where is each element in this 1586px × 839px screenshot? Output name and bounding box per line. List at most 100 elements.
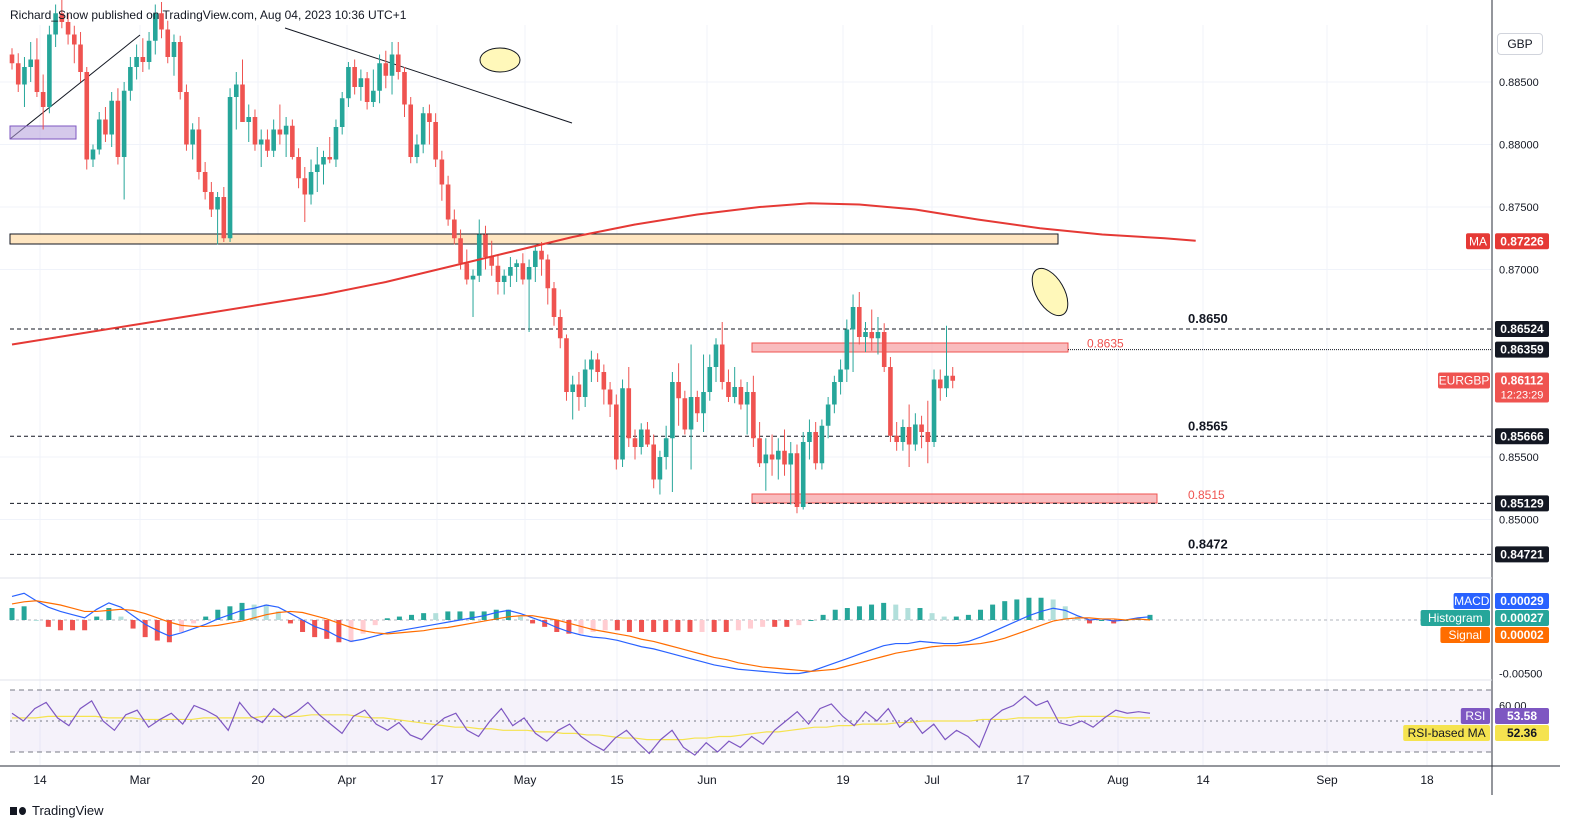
candle-body — [408, 104, 414, 157]
candle-body — [495, 265, 501, 282]
candle-body — [78, 44, 83, 72]
macd-histogram-bar — [1038, 597, 1044, 620]
candle-body — [445, 184, 451, 220]
price-tag-value: 0.86112 — [1501, 374, 1544, 388]
candle-body — [103, 119, 108, 135]
macd-histogram-bar — [118, 616, 124, 620]
candle-body — [719, 344, 725, 382]
candle-body — [283, 125, 289, 135]
macd-histogram-bar — [626, 620, 632, 632]
candle-body — [90, 149, 96, 160]
macd-histogram-bar — [990, 604, 996, 620]
macd-histogram-bar — [747, 620, 753, 629]
candle-body — [539, 250, 544, 260]
candle-body — [452, 219, 457, 239]
macd-histogram-bar — [663, 620, 669, 632]
candle-body — [209, 192, 214, 210]
rsi-legend-name-box — [1403, 725, 1490, 741]
price-tag-countdown: 12:23:29 — [1501, 390, 1544, 402]
resistance-zone — [9, 233, 1059, 245]
x-tick-label: 15 — [610, 773, 624, 787]
candle-body — [277, 129, 283, 135]
candle-body — [314, 164, 320, 172]
x-tick-label: Sep — [1316, 773, 1338, 787]
x-tick-label: Jul — [924, 773, 939, 787]
candle-body — [570, 384, 575, 392]
macd-histogram-bar — [82, 620, 88, 631]
candle-body — [146, 40, 152, 62]
candle-body — [227, 97, 233, 239]
candle-body — [763, 454, 769, 464]
macd-histogram-bar — [881, 602, 887, 620]
price-tag — [1495, 428, 1549, 445]
candle-body — [589, 359, 594, 370]
candle-body — [769, 454, 775, 460]
macd-histogram-bar — [9, 608, 15, 620]
candle-body — [15, 63, 21, 85]
macd-histogram-bar — [832, 609, 838, 620]
macd-line — [11, 592, 1151, 675]
macd-histogram-bar — [300, 620, 306, 632]
candle-body — [738, 387, 744, 405]
currency-button[interactable]: GBP — [1497, 33, 1543, 55]
candle-body — [813, 432, 818, 464]
macd-histogram-bar — [517, 616, 523, 620]
macd-histogram-bar — [166, 620, 172, 643]
candle-body — [757, 438, 762, 464]
candle-body — [657, 457, 663, 480]
candle-body — [676, 382, 681, 399]
macd-histogram-bar — [554, 620, 560, 632]
macd-legend-name: Histogram — [1428, 611, 1483, 625]
macd-histogram-bar — [70, 620, 76, 631]
candle-body — [470, 275, 476, 280]
candle-body — [128, 67, 133, 91]
candle-body — [165, 29, 171, 57]
candle-body — [271, 129, 276, 151]
candle-body — [688, 397, 694, 430]
macd-histogram-bar — [1050, 599, 1056, 620]
price-tag — [1495, 233, 1549, 250]
macd-histogram-bar — [239, 602, 245, 620]
candle-body — [184, 92, 189, 145]
candle-body — [414, 144, 420, 157]
publisher-header: Richard_Snow published on TradingView.co… — [10, 8, 407, 22]
candle-body — [807, 432, 812, 442]
macd-histogram-bar — [94, 616, 100, 620]
x-tick-label: 14 — [1196, 773, 1210, 787]
candle-body — [919, 424, 924, 432]
candle-body — [856, 307, 862, 337]
macd-legend-name-box — [1453, 593, 1490, 609]
trendline — [9, 34, 141, 140]
rsi-legend-name: RSI — [1465, 709, 1485, 723]
candle-body — [159, 13, 164, 30]
macd-histogram-bar — [21, 606, 27, 620]
candle-body — [913, 424, 918, 445]
candle-body — [944, 375, 949, 389]
macd-legend-value-box — [1495, 627, 1549, 643]
candle-body — [476, 234, 482, 276]
candle-body — [59, 13, 65, 22]
level-label: 0.8565 — [1188, 418, 1228, 433]
candle-body — [258, 139, 264, 145]
macd-histogram-bar — [566, 620, 572, 634]
candle-body — [371, 90, 376, 102]
macd-histogram-bar — [1014, 599, 1020, 620]
candle-body — [308, 172, 314, 195]
candle-body — [601, 372, 607, 390]
candle-body — [732, 387, 737, 397]
macd-histogram-bar — [191, 620, 197, 624]
candle-body — [875, 332, 881, 339]
candle-body — [196, 129, 202, 172]
macd-histogram-bar — [941, 616, 947, 620]
macd-histogram-bar — [530, 620, 536, 624]
macd-histogram-bar — [33, 620, 39, 621]
macd-histogram-bar — [360, 620, 366, 634]
zone-0.8515 — [751, 493, 1158, 504]
rsi-legend-value-box — [1495, 708, 1549, 724]
x-tick-label: May — [514, 773, 537, 787]
candle-body — [582, 369, 588, 397]
rsi-legend-value: 53.58 — [1507, 709, 1537, 723]
macd-histogram-bar — [953, 616, 959, 620]
macd-histogram-bar — [1099, 620, 1105, 621]
